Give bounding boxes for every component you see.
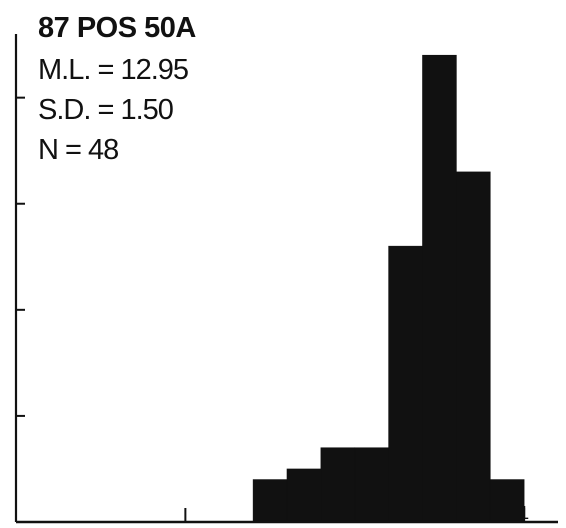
- chart-axes: [14, 34, 558, 524]
- histogram-bars: [252, 54, 525, 523]
- sample-size-annotation: N = 48: [38, 134, 119, 166]
- histogram-bar: [422, 54, 457, 523]
- mean-length-annotation: M.L. = 12.95: [38, 54, 189, 86]
- x-axis-tick-label: 1: [519, 503, 529, 523]
- histogram-bar: [388, 245, 423, 523]
- histogram-bar: [252, 479, 288, 523]
- chart-title: 87 POS 50A: [38, 12, 196, 44]
- std-dev-annotation: S.D. = 1.50: [38, 94, 174, 126]
- histogram-bar: [354, 447, 389, 523]
- histogram-bar: [286, 468, 322, 523]
- histogram-bar: [320, 447, 356, 523]
- chart-ticks: 1: [15, 96, 529, 523]
- histogram-bar: [489, 479, 525, 523]
- histogram-bar: [456, 171, 491, 523]
